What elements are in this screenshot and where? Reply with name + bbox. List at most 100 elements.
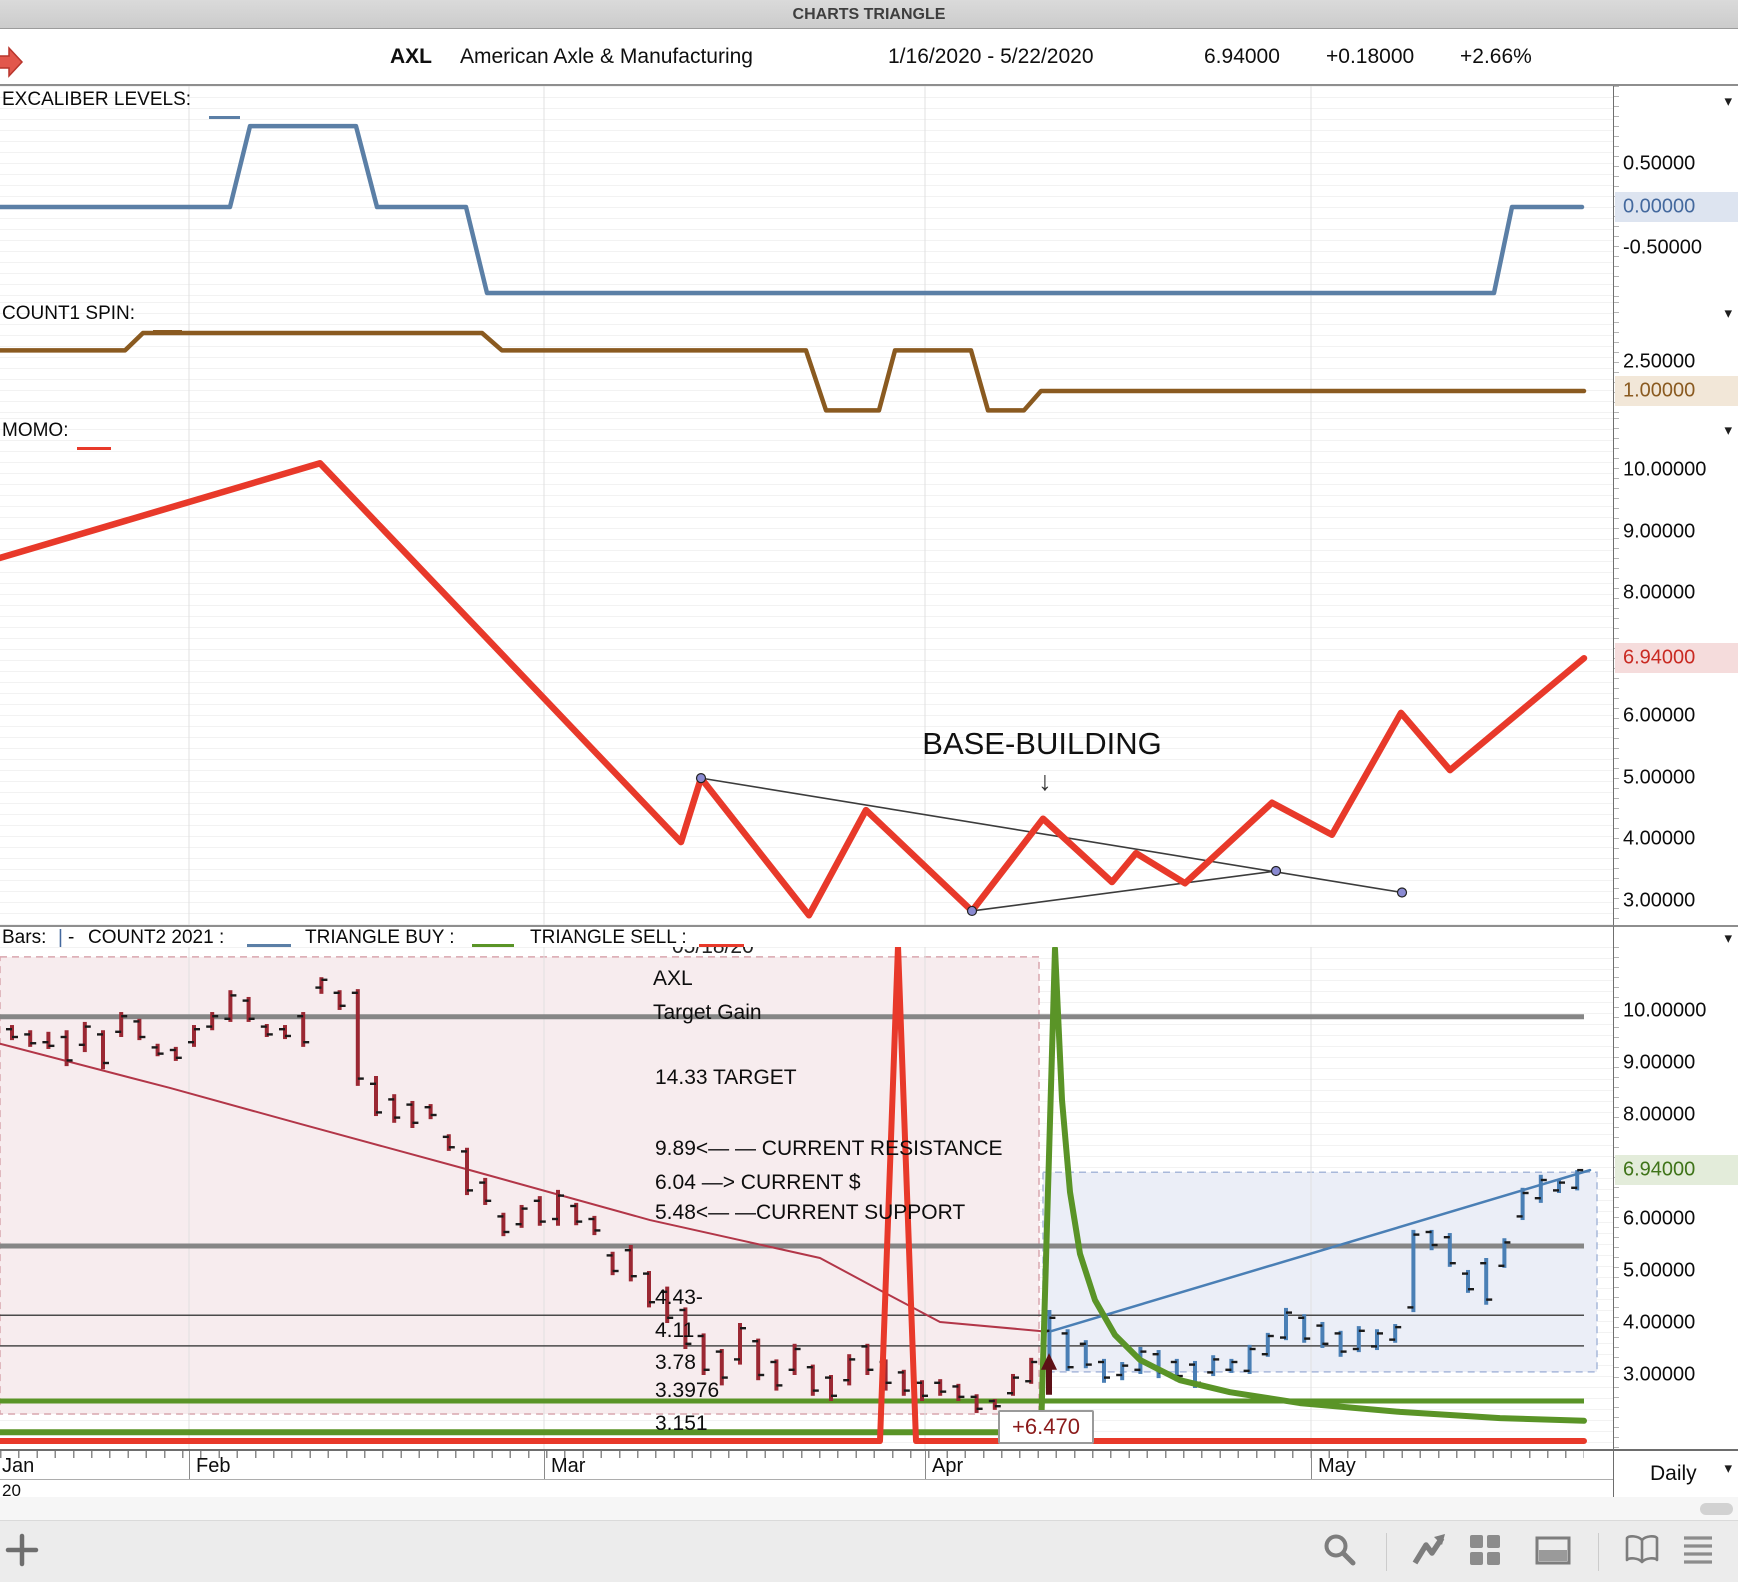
add-icon[interactable]	[4, 1530, 40, 1570]
down-arrow-annotation: ↓	[1038, 766, 1052, 796]
count1-axis: 2.50000 1.00000 ▾	[1613, 302, 1738, 418]
time-axis-ticks	[0, 1451, 1584, 1458]
price-axis-header: ▾	[1613, 925, 1738, 949]
axis-label: 9.00000	[1623, 520, 1696, 543]
year-row: 20	[0, 1479, 1613, 1500]
panel-price: 05/18/20 AXL Target Gain 14.33 TARGET 9.…	[0, 947, 1738, 1449]
price-change: +0.18000	[1326, 45, 1415, 68]
momo-axis: 10.00000 9.00000 8.00000 6.94000 6.00000…	[1613, 418, 1738, 925]
legend-triangle-buy-label[interactable]: TRIANGLE BUY :	[305, 927, 455, 948]
excaliber-plot[interactable]	[0, 86, 1613, 302]
count1-plot[interactable]	[0, 302, 1613, 418]
axis-label: 8.00000	[1623, 1103, 1696, 1126]
axis-highlight	[1615, 376, 1738, 406]
month-label: Mar	[551, 1455, 586, 1477]
search-icon[interactable]	[1322, 1530, 1358, 1570]
symbol: AXL	[390, 45, 432, 68]
axis-label-highlighted: 6.94000	[1623, 646, 1696, 669]
axis-highlight	[1615, 643, 1738, 673]
axis-label: 6.00000	[1623, 704, 1696, 727]
annotation-symbol: AXL	[653, 967, 693, 990]
interval-dropdown-icon: ▾	[1724, 1460, 1732, 1477]
panel-momo: MOMO: BASE-BUILDING ↓ 10.00000 9.00000 8…	[0, 418, 1738, 925]
axis-dropdown-icon[interactable]: ▾	[1724, 93, 1732, 110]
axis-label: 5.00000	[1623, 1259, 1696, 1282]
axis-label-highlighted: 1.00000	[1623, 379, 1696, 402]
month-label: Apr	[932, 1455, 964, 1477]
axis-label-highlighted: 6.94000	[1623, 1158, 1696, 1181]
annotation-resistance: 9.89<— — CURRENT RESISTANCE	[655, 1137, 1003, 1160]
annotation-level: 3.78	[655, 1351, 696, 1374]
legend-bars-label[interactable]: Bars:	[2, 927, 47, 948]
month-label: Feb	[196, 1455, 231, 1477]
annotation-level: 4.11	[655, 1319, 695, 1342]
excaliber-color-swatch	[209, 116, 240, 119]
axis-label: -0.50000	[1623, 236, 1702, 259]
window-title: CHARTS TRIANGLE	[0, 0, 1738, 29]
study-label-momo[interactable]: MOMO:	[2, 420, 69, 441]
base-building-annotation: BASE-BUILDING	[922, 726, 1162, 761]
momo-plot[interactable]	[0, 418, 1613, 925]
axis-highlight	[1615, 192, 1738, 222]
study-label-excaliber[interactable]: EXCALIBER LEVELS:	[2, 89, 192, 110]
axis-dropdown-icon[interactable]: ▾	[1724, 305, 1732, 322]
axis-label: 3.00000	[1623, 889, 1696, 912]
axis-label: 0.50000	[1623, 152, 1696, 175]
interval-value: Daily	[1650, 1462, 1697, 1485]
toolbar-separator	[1386, 1533, 1387, 1571]
legend-bars-mark: |	[58, 927, 63, 948]
price-axis: 10.00000 9.00000 8.00000 6.94000 6.00000…	[1613, 947, 1738, 1449]
legend-row: Bars: | - COUNT2 2021 : TRIANGLE BUY : T…	[0, 925, 1613, 949]
grid-icon[interactable]	[1468, 1530, 1504, 1570]
axis-label: 6.00000	[1623, 1207, 1696, 1230]
panel-excaliber-levels: EXCALIBER LEVELS: 0.50000 0.00000 -0.500…	[0, 86, 1738, 304]
axis-dropdown-icon[interactable]: ▾	[1724, 930, 1732, 947]
annotation-level: 4.43-	[655, 1286, 703, 1309]
axis-label-highlighted: 0.00000	[1623, 195, 1696, 218]
company-name: American Axle & Manufacturing	[460, 45, 753, 68]
month-label: Jan	[2, 1455, 35, 1477]
legend-triangle-sell-label[interactable]: TRIANGLE SELL :	[530, 927, 687, 948]
month-label: May	[1318, 1455, 1356, 1477]
price-plot[interactable]	[0, 947, 1613, 1449]
legend-count2-label[interactable]: COUNT2 2021 :	[88, 927, 225, 948]
header-bar: AXL American Axle & Manufacturing 1/16/2…	[0, 29, 1738, 86]
book-icon[interactable]	[1624, 1530, 1660, 1570]
axis-label: 9.00000	[1623, 1051, 1696, 1074]
red-arrow-icon	[0, 46, 24, 78]
axis-label: 8.00000	[1623, 581, 1696, 604]
time-axis: Jan Feb Mar Apr May 20 Daily ▾	[0, 1449, 1738, 1501]
status-strip	[0, 1497, 1738, 1521]
year-label: 20	[2, 1481, 21, 1500]
axis-dropdown-icon[interactable]: ▾	[1724, 422, 1732, 439]
count2-color-swatch	[247, 944, 291, 947]
interval-selector[interactable]: Daily ▾	[1613, 1451, 1738, 1497]
menu-icon[interactable]	[1680, 1530, 1716, 1570]
axis-label: 2.50000	[1623, 350, 1696, 373]
momo-color-swatch	[77, 447, 111, 450]
axis-label: 10.00000	[1623, 999, 1707, 1022]
bottom-toolbar	[0, 1521, 1738, 1582]
annotation-target-gain: Target Gain	[653, 1001, 762, 1024]
excaliber-axis: 0.50000 0.00000 -0.50000 ▾	[1613, 86, 1738, 302]
panel-layout-icon[interactable]	[1535, 1530, 1571, 1570]
annotation-date: 05/18/20	[672, 947, 754, 959]
annotation-current: 6.04 —> CURRENT $	[655, 1171, 861, 1194]
study-label-count1[interactable]: COUNT1 SPIN:	[2, 303, 136, 324]
panel-count1-spin: COUNT1 SPIN: 2.50000 1.00000 ▾	[0, 302, 1738, 420]
axis-label: 4.00000	[1623, 827, 1696, 850]
axis-highlight	[1615, 1155, 1738, 1185]
axis-label: 4.00000	[1623, 1311, 1696, 1334]
annotation-level: 3.3976	[655, 1379, 720, 1402]
trend-line-icon[interactable]	[1412, 1530, 1448, 1570]
count1-color-swatch	[153, 330, 182, 333]
axis-label: 5.00000	[1623, 766, 1696, 789]
date-range: 1/16/2020 - 5/22/2020	[888, 45, 1094, 68]
legend-bars-dash: -	[68, 927, 75, 948]
sell-color-swatch	[699, 944, 744, 947]
price-change-pct: +2.66%	[1460, 45, 1532, 68]
scroll-pill[interactable]	[1700, 1503, 1733, 1515]
buy-gain-label: +6.470	[998, 1410, 1094, 1444]
annotation-target: 14.33 TARGET	[655, 1066, 797, 1089]
last-price: 6.94000	[1204, 45, 1280, 68]
